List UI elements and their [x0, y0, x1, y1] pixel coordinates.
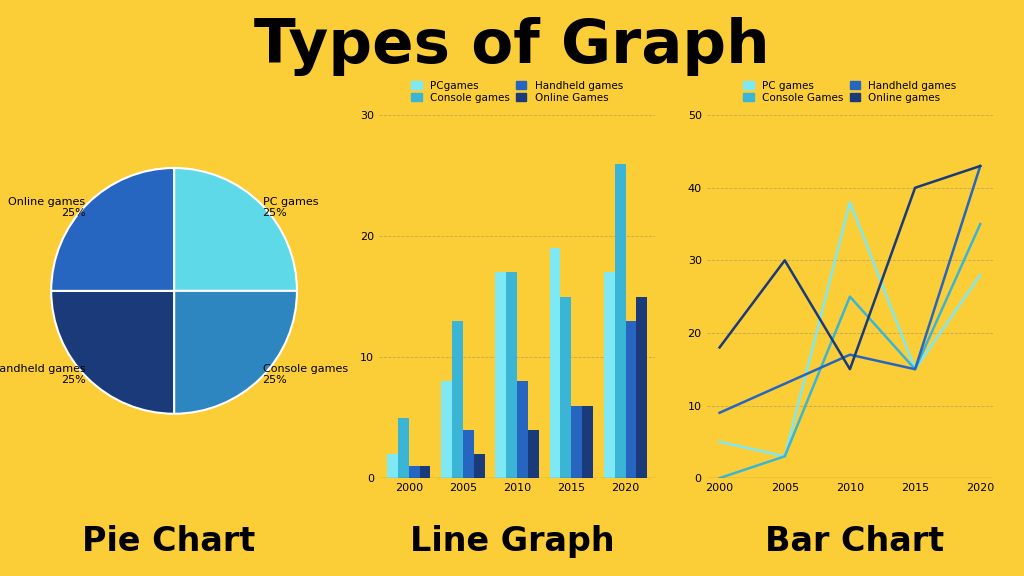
Bar	[550, 248, 560, 478]
Legend: PCgames, Console games, Handheld games, Online Games: PCgames, Console games, Handheld games, …	[412, 81, 623, 103]
Bar	[560, 297, 571, 478]
PC games	[714, 438, 726, 445]
Line: Console Games: Console Games	[720, 224, 980, 478]
Wedge shape	[174, 168, 297, 291]
Bar	[614, 164, 626, 478]
Bar	[420, 466, 430, 478]
Bar	[496, 272, 506, 478]
Bar	[604, 272, 614, 478]
Text: PC games
25%: PC games 25%	[262, 196, 318, 218]
Online games	[974, 162, 986, 169]
Online games	[844, 366, 856, 373]
Bar	[636, 297, 647, 478]
Console Games	[974, 221, 986, 228]
Handheld games	[778, 380, 791, 387]
Bar	[528, 430, 539, 478]
Wedge shape	[51, 168, 174, 291]
Line: PC games: PC games	[720, 202, 980, 456]
Text: Online games
25%: Online games 25%	[8, 196, 86, 218]
Bar	[409, 466, 420, 478]
Handheld games	[974, 162, 986, 169]
Text: Line Graph: Line Graph	[410, 525, 614, 558]
Bar	[387, 454, 398, 478]
Line: Online games: Online games	[720, 166, 980, 369]
Bar	[463, 430, 474, 478]
Legend: PC games, Console Games, Handheld games, Online games: PC games, Console Games, Handheld games,…	[743, 81, 956, 103]
Bar	[506, 272, 517, 478]
Online games	[909, 184, 922, 191]
Bar	[517, 381, 528, 478]
Console Games	[714, 475, 726, 482]
Bar	[583, 406, 593, 478]
Bar	[452, 321, 463, 478]
Handheld games	[844, 351, 856, 358]
Text: Types of Graph: Types of Graph	[254, 17, 770, 76]
PC games	[974, 271, 986, 278]
Handheld games	[714, 410, 726, 416]
Wedge shape	[174, 291, 297, 414]
Wedge shape	[51, 291, 174, 414]
Console Games	[909, 366, 922, 373]
Bar	[474, 454, 484, 478]
Bar	[626, 321, 636, 478]
Text: Console games
25%: Console games 25%	[262, 363, 348, 385]
PC games	[778, 453, 791, 460]
Online games	[714, 344, 726, 351]
Text: Handheld games
25%: Handheld games 25%	[0, 363, 86, 385]
Text: Pie Chart: Pie Chart	[82, 525, 256, 558]
Line: Handheld games: Handheld games	[720, 166, 980, 413]
Bar	[441, 381, 452, 478]
Console Games	[844, 293, 856, 300]
Handheld games	[909, 366, 922, 373]
Console Games	[778, 453, 791, 460]
Bar	[398, 418, 409, 478]
PC games	[909, 366, 922, 373]
Online games	[778, 257, 791, 264]
Text: Bar Chart: Bar Chart	[766, 525, 944, 558]
Bar	[571, 406, 583, 478]
PC games	[844, 199, 856, 206]
